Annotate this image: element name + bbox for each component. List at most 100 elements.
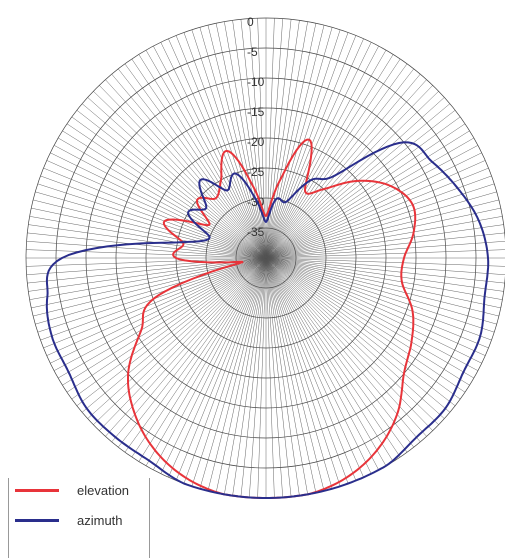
grid-spoke [265, 145, 479, 259]
grid-spoke [145, 50, 267, 259]
grid-spoke [265, 257, 394, 462]
grid-spoke [265, 257, 505, 284]
grid-spoke [240, 19, 267, 259]
legend-swatch-elevation [15, 488, 59, 492]
radial-tick-label: -5 [247, 45, 258, 59]
grid-spoke [265, 257, 414, 448]
grid-spoke [265, 20, 300, 259]
grid-spoke [46, 160, 267, 259]
grid-spoke [93, 91, 267, 259]
grid-spoke [50, 152, 267, 259]
grid-spoke [33, 199, 267, 259]
grid-spoke [265, 21, 308, 259]
grid-spoke [265, 257, 450, 413]
grid-spoke [232, 257, 267, 496]
grid-spoke [265, 257, 372, 474]
grid-spoke [265, 257, 489, 349]
legend-swatch-azimuth [15, 518, 59, 522]
grid-spoke [99, 85, 267, 259]
grid-spoke [265, 38, 364, 259]
grid-spoke [35, 191, 267, 259]
grid-spoke [265, 257, 349, 484]
grid-spoke [215, 257, 267, 493]
grid-spoke [66, 257, 267, 393]
grid-spoke [265, 19, 292, 259]
grid-spoke [265, 257, 433, 431]
grid-spoke [50, 257, 267, 364]
grid-spoke [265, 257, 341, 487]
grid-spoke [27, 232, 267, 259]
grid-spoke [40, 175, 267, 259]
polar-grid [25, 17, 505, 499]
grid-spoke [153, 257, 267, 471]
grid-spoke [265, 257, 387, 466]
grid-spoke [199, 257, 267, 489]
grid-spoke [131, 257, 267, 458]
grid-spoke [71, 257, 267, 400]
radial-tick-label: -35 [247, 225, 265, 239]
grid-spoke [265, 257, 300, 496]
grid-spoke [111, 74, 267, 259]
grid-spoke [26, 257, 267, 267]
grid-spoke [265, 257, 292, 497]
grid-spoke [62, 130, 267, 259]
grid-spoke [265, 257, 479, 371]
grid-spoke [26, 257, 267, 275]
legend-item-elevation: elevation [15, 480, 129, 500]
grid-spoke [265, 257, 461, 400]
grid-spoke [124, 63, 267, 259]
grid-spoke [62, 257, 267, 386]
grid-spoke [265, 167, 489, 259]
grid-spoke [265, 29, 341, 259]
grid-spoke [138, 257, 267, 462]
grid-spoke [265, 199, 499, 259]
series-line-elevation [127, 138, 417, 499]
grid-spoke [265, 27, 333, 259]
grid-spoke [168, 38, 267, 259]
grid-spoke [265, 85, 433, 259]
grid-spoke [224, 21, 267, 259]
grid-spoke [265, 68, 414, 259]
grid-spoke [82, 103, 267, 259]
grid-spoke [265, 257, 379, 471]
grid-spoke [265, 91, 439, 259]
grid-spoke [53, 145, 267, 259]
grid-spoke [232, 20, 267, 259]
grid-spoke [265, 191, 497, 259]
legend-item-azimuth: azimuth [15, 510, 123, 530]
grid-spoke [265, 74, 421, 259]
grid-spoke [76, 257, 267, 406]
grid-spoke [265, 257, 408, 453]
grid-spoke [265, 97, 445, 259]
grid-spoke [265, 175, 492, 259]
grid-spoke [265, 42, 372, 259]
grid-spoke [224, 257, 267, 495]
grid-spoke [43, 257, 267, 349]
grid-spoke [265, 257, 497, 325]
grid-spoke [207, 25, 267, 259]
grid-spoke [28, 257, 267, 292]
grid-spoke [265, 257, 308, 495]
grid-spoke [43, 167, 267, 259]
grid-spoke [257, 257, 267, 498]
grid-spoke [265, 257, 456, 406]
radial-tick-label: -15 [247, 105, 265, 119]
grid-spoke [153, 45, 267, 259]
grid-spoke [265, 257, 503, 300]
grid-spoke [191, 257, 267, 487]
legend: elevation azimuth [8, 478, 150, 558]
grid-spoke [37, 183, 267, 259]
radial-tick-label: -20 [247, 135, 265, 149]
legend-label-azimuth: azimuth [77, 512, 123, 528]
grid-spoke [66, 123, 267, 259]
grid-spoke [265, 257, 492, 341]
grid-spoke [265, 257, 283, 498]
grid-spoke [124, 257, 267, 453]
series-line-azimuth [45, 141, 490, 499]
grid-spoke [265, 232, 505, 259]
radial-tick-label: -10 [247, 75, 265, 89]
grid-spoke [265, 224, 504, 259]
grid-spoke [131, 58, 267, 259]
radial-tick-label: -25 [247, 165, 265, 179]
grid-spoke [82, 257, 267, 413]
